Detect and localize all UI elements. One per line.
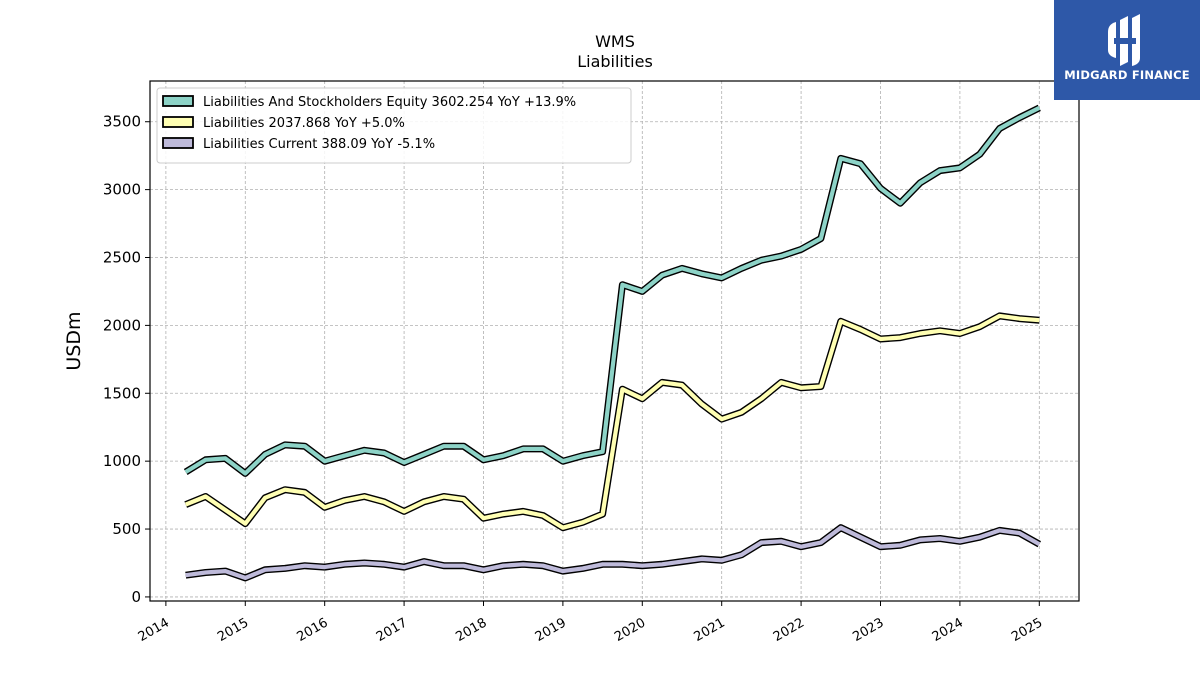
chart-title: WMS [595,32,635,51]
y-tick-label: 3000 [103,181,141,199]
legend-label: Liabilities And Stockholders Equity 3602… [203,95,576,110]
x-tick-label: 2018 [453,615,489,645]
y-axis: 0 500 1000 1500 2000 2500 3000 3500 [103,113,150,606]
legend-swatch [162,95,194,107]
x-tick-label: 2014 [136,615,172,645]
y-tick-label: 1000 [103,452,141,470]
series-1 [183,104,1041,477]
x-tick-label: 2019 [533,615,569,645]
y-tick-label: 3500 [103,113,141,131]
legend-box [156,87,632,164]
x-tick-label: 2017 [374,615,410,645]
y-tick-label: 1500 [103,384,141,402]
grid [150,81,1079,601]
y-tick-label: 2500 [103,249,141,267]
legend: Liabilities And Stockholders Equity 3602… [156,87,632,164]
chart-subtitle: Liabilities [577,52,653,71]
series-line [184,313,1040,530]
legend-label: Liabilities Current 388.09 YoY -5.1% [203,137,435,152]
x-tick-label: 2021 [692,615,728,645]
y-axis-label: USDm [63,311,85,370]
x-tick-label: 2016 [295,615,331,645]
legend-label: Liabilities 2037.868 YoY +5.0% [203,116,405,131]
x-tick-label: 2015 [215,615,251,645]
plot-frame [149,80,1080,602]
logo: MIDGARD FINANCE [1054,0,1200,100]
y-tick-label: 0 [131,588,141,606]
legend-swatch [162,137,194,149]
series-line [185,525,1041,581]
y-tick-label: 500 [112,520,141,538]
legend-swatch [162,116,194,128]
y-tick-label: 2000 [103,316,141,334]
series-line [184,106,1041,476]
x-axis: 2014 2015 2016 2017 2018 2019 2020 2021 2022 2023… [136,601,1045,645]
series-layer [183,104,1042,582]
x-tick-label: 2024 [930,615,966,645]
x-tick-label: 2025 [1009,615,1045,645]
x-tick-label: 2023 [850,615,886,645]
x-tick-label: 2022 [771,615,807,645]
x-tick-label: 2020 [612,615,648,645]
logo-mark-icon [1108,14,1140,66]
series-2 [184,312,1040,532]
logo-text: MIDGARD FINANCE [1064,68,1190,82]
series-3 [185,524,1042,582]
series-line-outline [185,524,1042,582]
